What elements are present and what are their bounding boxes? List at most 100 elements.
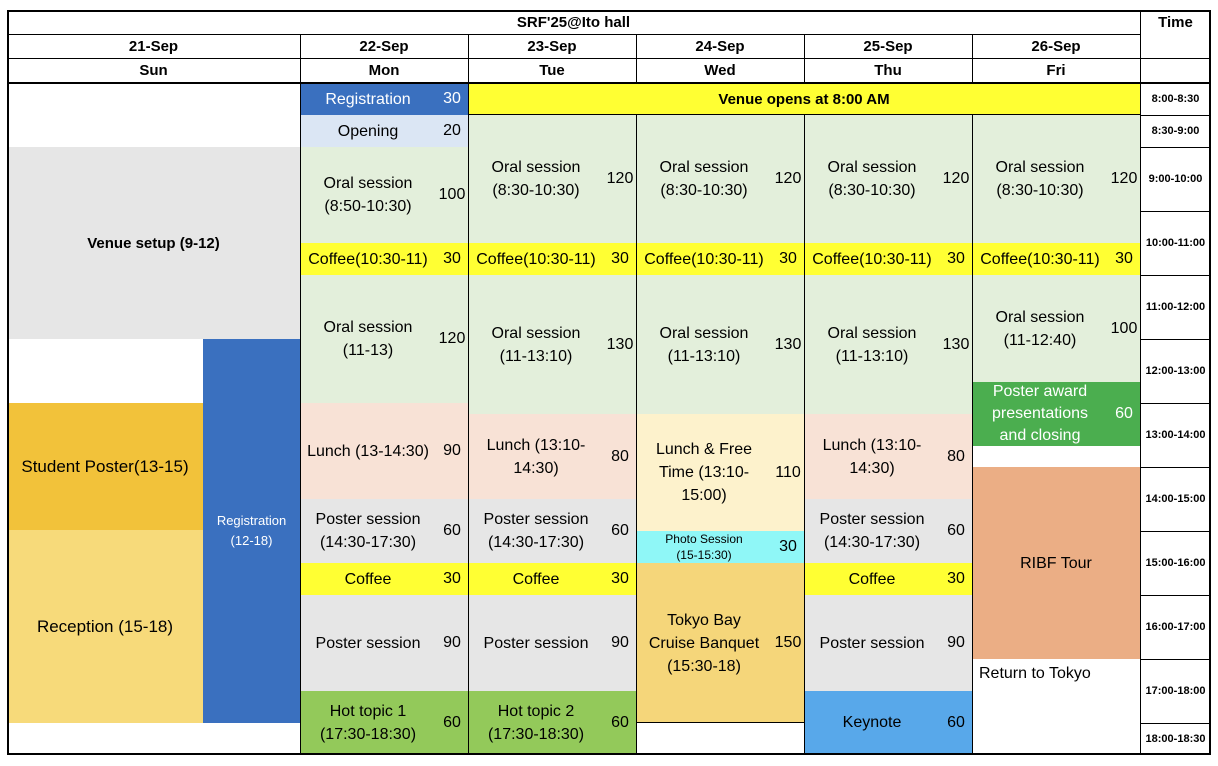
thu-poster2-label: Poster session [819,634,925,652]
day-date-fri: 26-Sep [1031,37,1081,55]
tue-poster2-label: Poster session [483,634,589,652]
tue-poster2-min: 90 [611,634,629,651]
wed-lunch-label: Lunch & Free Time (13:10- 15:00) [655,441,753,504]
fri-oral2: Oral session (11-12:40) 100 [972,275,1140,382]
tue-poster2: Poster session 90 [468,595,636,691]
time-slot: 15:00-16:00 [1145,557,1206,569]
mon-lunch-min: 90 [443,442,461,459]
thu-coffee1-label: Coffee(10:30-11) [812,250,932,268]
day-dow-mon: Mon [368,61,400,79]
tue-coffee2: Coffee 30 [468,563,636,595]
fri-coffee1-label: Coffee(10:30-11) [980,250,1100,268]
time-slot: 10:00-11:00 [1145,237,1206,249]
fri-ribf-tour: RIBF Tour [972,467,1140,659]
thu-lunch: Lunch (13:10- 14:30) 80 [804,414,972,499]
mon-opening-min: 20 [443,122,461,139]
thu-coffee2-label: Coffee [848,570,896,588]
mon-registration: Registration 30 [300,83,468,115]
wed-oral2-min: 130 [774,335,802,353]
mon-registration-label: Registration [325,90,411,108]
day-date-tue: 23-Sep [527,37,577,55]
mon-coffee2-label: Coffee [344,570,392,588]
sun-venue-setup-label: Venue setup (9-12) [87,234,220,252]
thu-poster1-label: Poster session (14:30-17:30) [819,511,925,551]
sun-reception: Reception (15-18) [7,530,203,723]
mon-poster2: Poster session 90 [300,595,468,691]
mon-coffee1-label: Coffee(10:30-11) [308,250,428,268]
mon-lunch: Lunch (13-14:30) 90 [300,403,468,499]
tue-poster1-min: 60 [611,522,629,539]
time-slot: 12:00-13:00 [1145,365,1206,377]
tue-hot-topic-min: 60 [611,713,629,731]
mon-hot-topic-min: 60 [443,713,461,731]
mon-coffee1-min: 30 [443,250,461,267]
thu-oral2-label: Oral session (11-13:10) [827,324,917,365]
fri-oral1-min: 120 [1110,170,1138,187]
thu-coffee1: Coffee(10:30-11) 30 [804,243,972,275]
mon-oral1-min: 100 [438,186,466,203]
fri-ribf-tour-label: RIBF Tour [1020,554,1092,572]
mon-oral2-min: 120 [438,330,466,347]
thu-lunch-label: Lunch (13:10- 14:30) [822,436,922,477]
day-dow-wed: Wed [704,61,736,79]
tue-coffee1-label: Coffee(10:30-11) [476,250,596,268]
time-column-header: Time [1158,13,1193,31]
tue-oral2-min: 130 [606,335,634,353]
fri-poster-award-min: 60 [1115,405,1133,422]
tue-oral1-min: 120 [606,170,634,187]
time-slot: 13:00-14:00 [1145,429,1206,441]
wed-coffee1-label: Coffee(10:30-11) [644,250,764,268]
fri-oral2-label: Oral session (11-12:40) [995,308,1085,349]
mon-opening: Opening 20 [300,115,468,147]
wed-cruise-label: Tokyo Bay Cruise Banquet (15:30-18) [648,611,760,675]
sun-venue-setup: Venue setup (9-12) [7,147,300,339]
thu-oral1-label: Oral session (8:30-10:30) [827,159,917,199]
tue-hot-topic: Hot topic 2 (17:30-18:30) 60 [468,691,636,754]
time-slot: 14:00-15:00 [1145,493,1206,505]
mon-coffee2: Coffee 30 [300,563,468,595]
mon-hot-topic: Hot topic 1 (17:30-18:30) 60 [300,691,468,754]
mon-poster2-min: 90 [443,634,461,651]
tue-oral1-label: Oral session (8:30-10:30) [491,159,581,199]
thu-coffee1-min: 30 [947,250,965,267]
sun-reception-label: Reception (15-18) [36,617,174,636]
mon-oral2-label: Oral session (11-13) [323,319,413,359]
tue-lunch: Lunch (13:10- 14:30) 80 [468,414,636,499]
thu-keynote-min: 60 [947,713,965,731]
mon-lunch-label: Lunch (13-14:30) [307,442,429,460]
mon-hot-topic-label: Hot topic 1 (17:30-18:30) [319,702,417,743]
tue-coffee2-label: Coffee [512,570,560,588]
mon-poster1: Poster session (14:30-17:30) 60 [300,499,468,563]
mon-poster1-label: Poster session (14:30-17:30) [315,511,421,551]
sun-student-poster: Student Poster(13-15) [7,403,203,530]
mon-oral1: Oral session (8:50-10:30) 100 [300,147,468,243]
day-date-mon: 22-Sep [359,37,409,55]
tue-lunch-min: 80 [611,447,629,465]
time-slot: 8:30-9:00 [1151,125,1200,137]
mon-oral1-label: Oral session (8:50-10:30) [323,175,413,215]
mon-opening-label: Opening [337,122,399,140]
tue-coffee1: Coffee(10:30-11) 30 [468,243,636,275]
schedule-title: SRF'25@Ito hall [516,13,631,31]
day-date-thu: 25-Sep [863,37,913,55]
time-slot: 17:00-18:00 [1145,685,1206,697]
day-date-wed: 24-Sep [695,37,745,55]
tue-oral2: Oral session (11-13:10) 130 [468,275,636,414]
fri-return-tokyo: Return to Tokyo [979,665,1091,682]
wed-oral1-min: 120 [774,170,802,187]
fri-coffee1: Coffee(10:30-11) 30 [972,243,1140,275]
sun-registration: Registration (12-18) [203,339,300,723]
thu-coffee2: Coffee 30 [804,563,972,595]
venue-opens-label: Venue opens at 8:00 AM [718,90,890,108]
thu-poster2: Poster session 90 [804,595,972,691]
tue-coffee2-min: 30 [611,570,629,587]
thu-poster1: Poster session (14:30-17:30) 60 [804,499,972,563]
fri-poster-award: Poster award presentations and closing 60 [972,382,1140,446]
wed-lunch-min: 110 [775,463,801,481]
time-slot: 11:00-12:00 [1145,301,1206,313]
wed-lunch: Lunch & Free Time (13:10- 15:00) 110 [636,414,804,531]
time-slot: 18:00-18:30 [1145,732,1206,745]
tue-coffee1-min: 30 [611,250,629,267]
mon-poster1-min: 60 [443,522,461,539]
thu-lunch-min: 80 [947,447,965,465]
